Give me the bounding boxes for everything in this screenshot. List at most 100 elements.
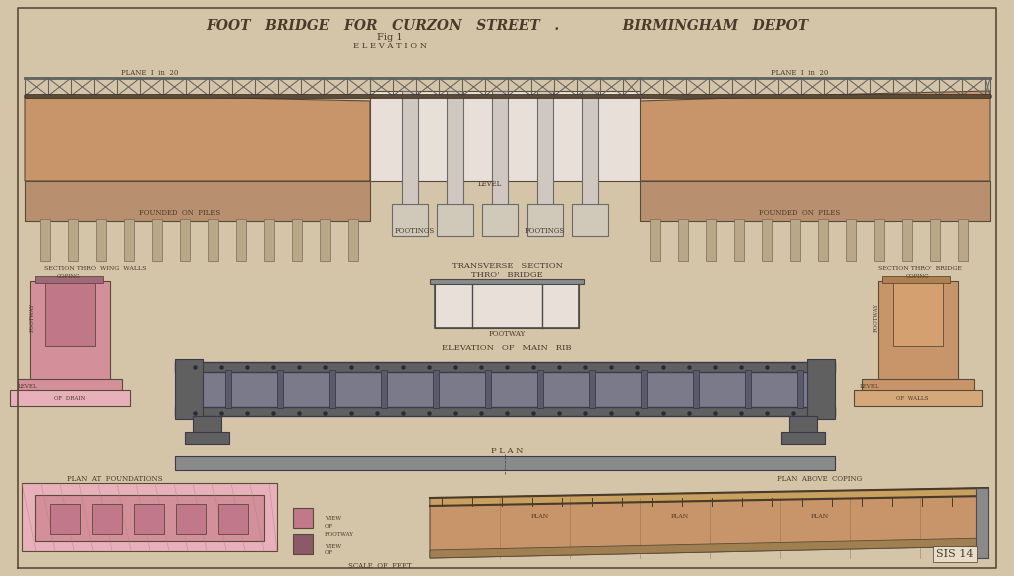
Bar — [818, 219, 828, 261]
Polygon shape — [430, 538, 988, 558]
Bar — [437, 204, 473, 236]
Polygon shape — [25, 96, 370, 181]
Bar — [124, 219, 134, 261]
Bar — [430, 279, 584, 284]
Bar — [958, 219, 968, 261]
Bar — [745, 370, 751, 408]
Bar — [176, 504, 206, 534]
Text: FOUNDED  ON  PILES: FOUNDED ON PILES — [759, 209, 841, 217]
Bar — [734, 219, 744, 261]
Text: FOOT   BRIDGE   FOR   CURZON   STREET   .             BIRMINGHAM   DEPOT: FOOT BRIDGE FOR CURZON STREET . BIRMINGH… — [206, 19, 808, 33]
Text: TRANSVERSE   SECTION: TRANSVERSE SECTION — [451, 262, 563, 270]
Bar — [678, 219, 689, 261]
Text: E L E V A T I O N: E L E V A T I O N — [353, 42, 427, 50]
Text: COPING: COPING — [907, 274, 930, 279]
Bar — [706, 219, 716, 261]
Bar — [976, 488, 988, 558]
Bar — [293, 534, 313, 554]
Bar — [893, 281, 943, 346]
Bar — [854, 390, 982, 406]
Bar — [10, 390, 130, 406]
Bar — [930, 219, 940, 261]
Bar — [236, 219, 246, 261]
Text: FOOTWAY: FOOTWAY — [489, 330, 525, 338]
Bar — [218, 504, 248, 534]
Bar — [572, 204, 608, 236]
Text: VIEW: VIEW — [325, 544, 341, 548]
Bar — [175, 456, 835, 470]
Bar — [789, 416, 817, 433]
Text: SIS 14: SIS 14 — [936, 549, 973, 559]
Text: FOOTINGS: FOOTINGS — [394, 227, 435, 235]
Text: FOOTWAY: FOOTWAY — [29, 304, 34, 332]
Bar — [862, 379, 974, 391]
Bar — [650, 219, 660, 261]
Text: OF  DRAIN: OF DRAIN — [55, 396, 86, 400]
Text: OF: OF — [325, 551, 334, 555]
Bar — [433, 370, 439, 408]
Bar — [781, 432, 825, 444]
Bar — [277, 370, 283, 408]
Bar — [175, 362, 835, 372]
Bar — [482, 204, 518, 236]
Bar — [807, 359, 835, 419]
Polygon shape — [640, 181, 990, 221]
Bar — [35, 495, 264, 541]
Text: FOOTWAY: FOOTWAY — [873, 304, 878, 332]
Text: PLAN  AT  FOUNDATIONS: PLAN AT FOUNDATIONS — [67, 475, 163, 483]
Bar — [193, 416, 221, 433]
Bar — [185, 432, 229, 444]
Text: ELEVATION   OF   MAIN   RIB: ELEVATION OF MAIN RIB — [442, 344, 572, 352]
Bar — [435, 280, 579, 328]
Bar — [485, 370, 491, 408]
Bar — [185, 370, 825, 408]
Bar — [264, 219, 274, 261]
Polygon shape — [430, 488, 988, 506]
Bar — [92, 504, 122, 534]
Bar — [180, 219, 190, 261]
Text: OF: OF — [325, 524, 334, 529]
Bar — [641, 370, 647, 408]
Bar — [370, 91, 640, 181]
Bar — [527, 204, 563, 236]
Bar — [846, 219, 856, 261]
Bar — [30, 281, 110, 381]
Bar — [882, 276, 950, 283]
Bar — [134, 504, 164, 534]
Text: OF  WALLS: OF WALLS — [895, 396, 928, 400]
Text: FOOTINGS: FOOTINGS — [525, 227, 565, 235]
Text: PLANE  I  in  20: PLANE I in 20 — [122, 69, 178, 77]
Bar — [175, 407, 835, 416]
Text: PLAN: PLAN — [811, 513, 829, 518]
Polygon shape — [430, 488, 988, 558]
Bar — [208, 219, 218, 261]
Bar — [874, 219, 884, 261]
Text: SCALE  OF  FEET: SCALE OF FEET — [348, 562, 412, 570]
Text: FOOTWAY: FOOTWAY — [325, 532, 354, 536]
Text: VIEW: VIEW — [325, 517, 341, 521]
Bar — [22, 483, 277, 551]
Bar — [293, 508, 313, 528]
Bar — [25, 94, 990, 98]
Bar — [45, 281, 95, 346]
Text: Fig 1: Fig 1 — [377, 33, 403, 43]
Bar — [225, 370, 231, 408]
Polygon shape — [640, 91, 990, 181]
Bar — [320, 219, 330, 261]
Text: PLAN: PLAN — [531, 513, 549, 518]
Bar — [40, 219, 50, 261]
Text: PLAN  ABOVE  COPING: PLAN ABOVE COPING — [778, 475, 863, 483]
Bar — [537, 91, 553, 206]
Text: COPING: COPING — [57, 274, 81, 279]
Bar — [68, 219, 78, 261]
Bar — [878, 281, 958, 381]
Text: LEVEL: LEVEL — [478, 180, 502, 188]
Text: SECTION THRO'  BRIDGE: SECTION THRO' BRIDGE — [878, 266, 962, 271]
Polygon shape — [25, 181, 370, 221]
Text: FOUNDED  ON  PILES: FOUNDED ON PILES — [139, 209, 221, 217]
Bar — [292, 219, 302, 261]
Bar — [18, 379, 122, 391]
Text: LEVEL: LEVEL — [18, 384, 38, 388]
Bar — [693, 370, 699, 408]
Bar — [50, 504, 80, 534]
